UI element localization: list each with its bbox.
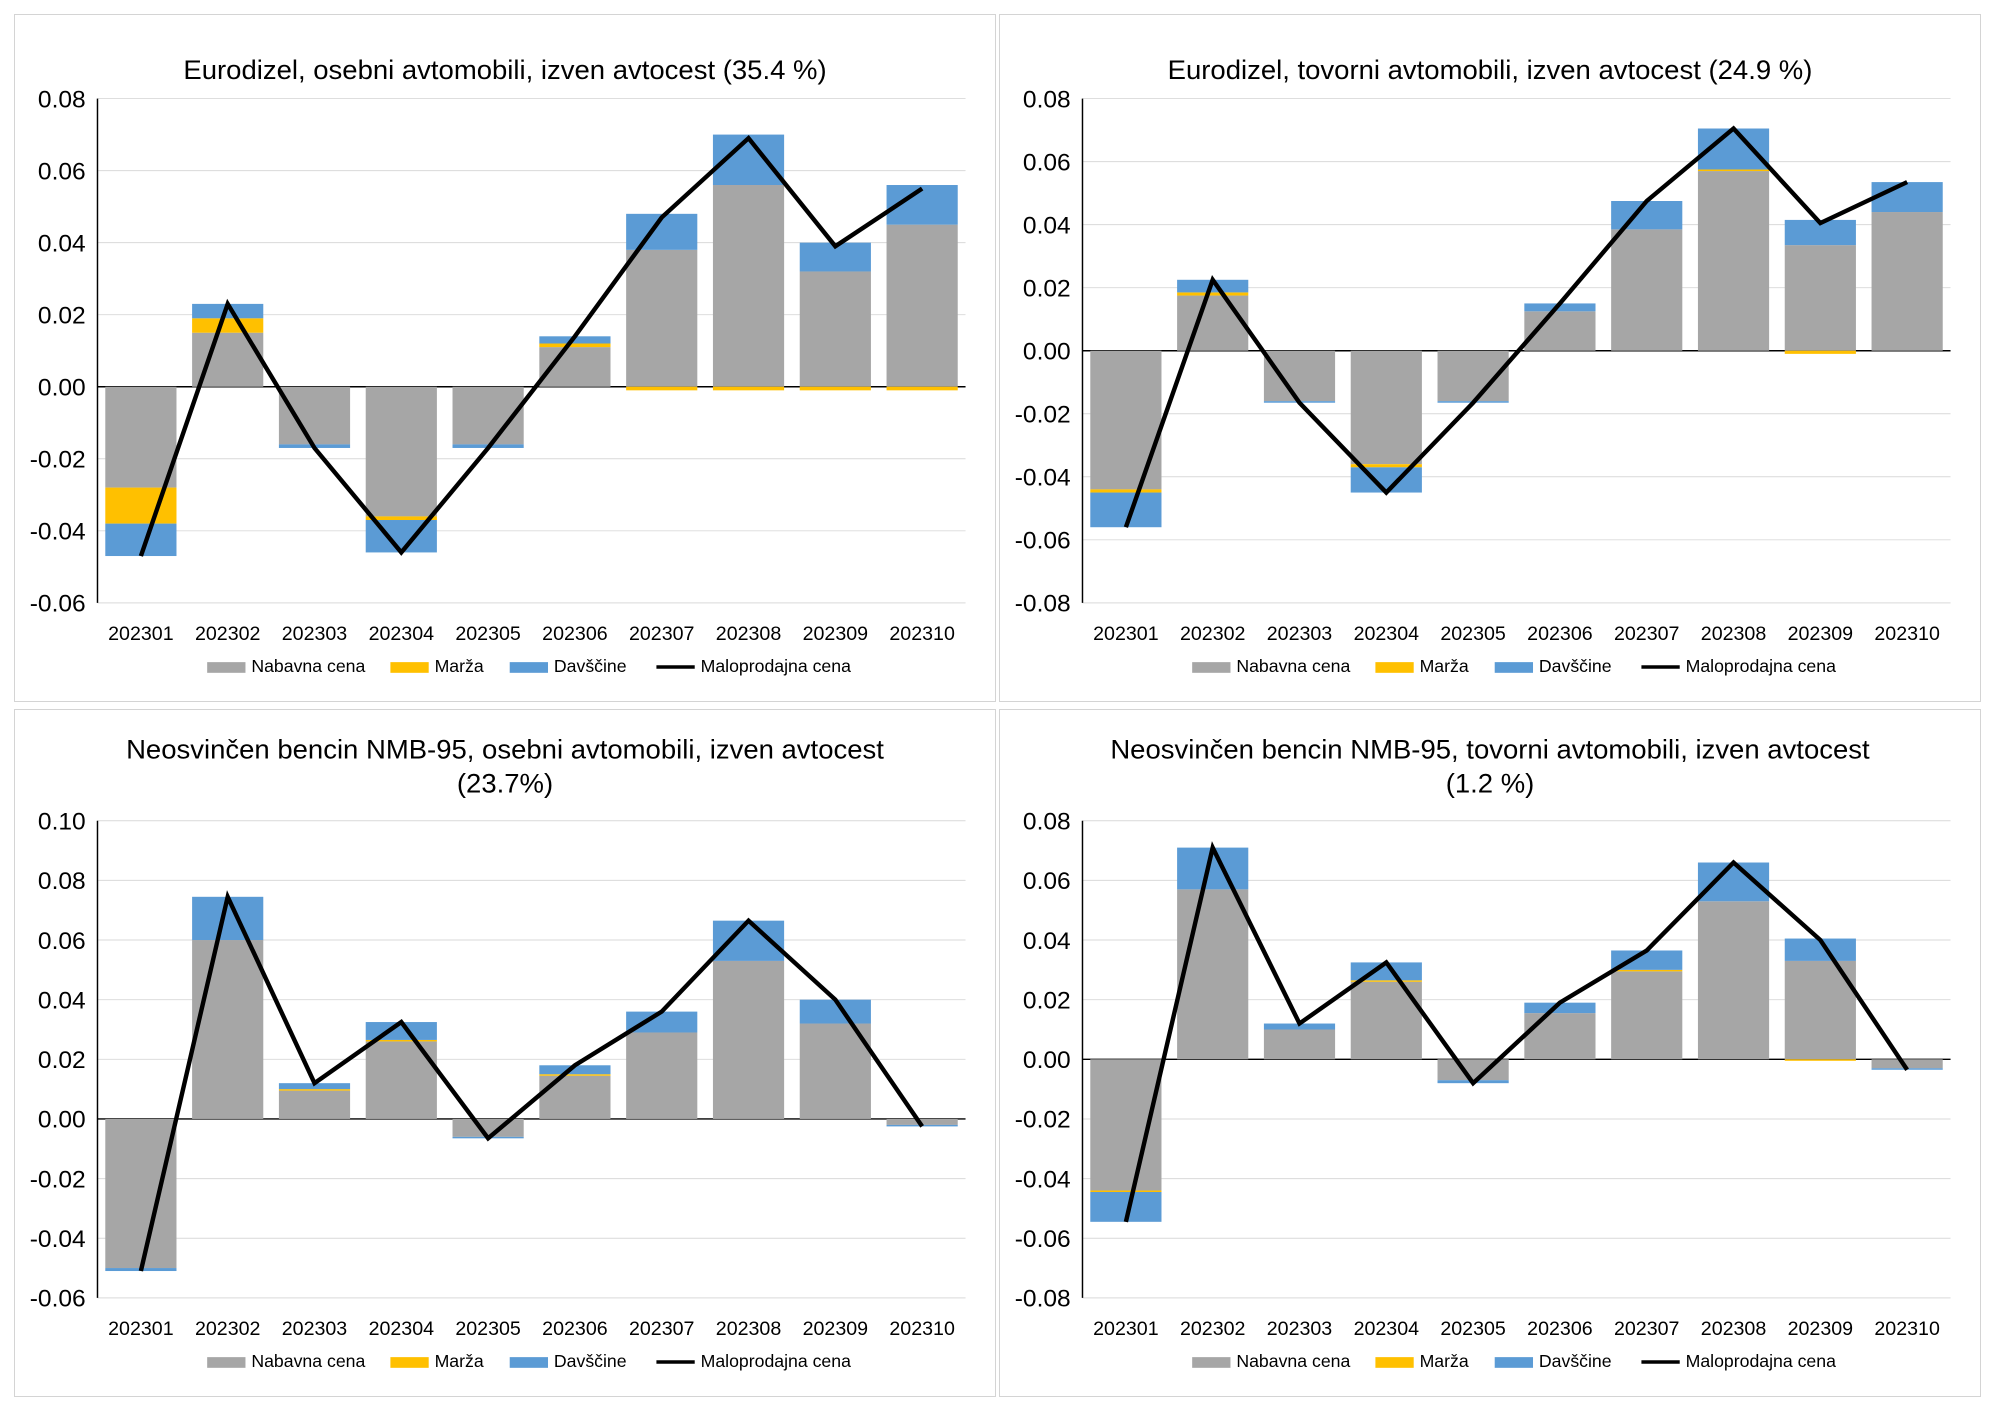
svg-text:202309: 202309 <box>803 1318 868 1340</box>
svg-text:202310: 202310 <box>889 623 955 645</box>
svg-text:0.06: 0.06 <box>38 928 86 955</box>
svg-text:202308: 202308 <box>716 1318 781 1340</box>
svg-text:Nabavna cena: Nabavna cena <box>251 1351 365 1371</box>
svg-text:-0.02: -0.02 <box>30 1166 86 1193</box>
svg-text:0.04: 0.04 <box>1023 212 1071 239</box>
svg-text:202306: 202306 <box>542 1318 607 1340</box>
svg-text:0.00: 0.00 <box>38 1107 86 1134</box>
svg-text:202302: 202302 <box>195 1318 260 1340</box>
svg-text:202303: 202303 <box>282 1318 347 1340</box>
svg-text:0.02: 0.02 <box>38 1047 86 1074</box>
svg-text:202310: 202310 <box>1874 1318 1940 1340</box>
svg-text:Maloprodajna cena: Maloprodajna cena <box>701 1351 852 1371</box>
svg-text:202308: 202308 <box>716 623 781 645</box>
svg-text:0.04: 0.04 <box>1023 928 1071 955</box>
svg-text:Davščine: Davščine <box>1539 1351 1612 1371</box>
svg-text:202308: 202308 <box>1701 623 1766 645</box>
svg-text:-0.04: -0.04 <box>30 519 86 546</box>
svg-text:0.00: 0.00 <box>1023 339 1071 366</box>
svg-text:202302: 202302 <box>195 623 260 645</box>
svg-text:Nabavna cena: Nabavna cena <box>1236 1351 1350 1371</box>
svg-text:Maloprodajna cena: Maloprodajna cena <box>1686 656 1837 676</box>
svg-text:202303: 202303 <box>1267 1318 1332 1340</box>
svg-text:-0.08: -0.08 <box>1015 1286 1071 1313</box>
svg-text:0.06: 0.06 <box>1023 149 1071 176</box>
svg-text:-0.06: -0.06 <box>1015 528 1071 555</box>
svg-text:Davščine: Davščine <box>554 1351 627 1371</box>
svg-text:0.06: 0.06 <box>1023 868 1071 895</box>
svg-text:Maloprodajna cena: Maloprodajna cena <box>701 656 852 676</box>
svg-text:0.08: 0.08 <box>1023 86 1071 113</box>
svg-text:202304: 202304 <box>369 1318 435 1340</box>
svg-text:-0.04: -0.04 <box>1015 465 1071 492</box>
svg-text:-0.02: -0.02 <box>1015 1107 1071 1134</box>
svg-text:202305: 202305 <box>1440 1318 1506 1340</box>
svg-text:202308: 202308 <box>1701 1318 1766 1340</box>
svg-text:202309: 202309 <box>1788 623 1853 645</box>
svg-text:202304: 202304 <box>1354 623 1420 645</box>
svg-text:Davščine: Davščine <box>1539 656 1612 676</box>
svg-text:0.08: 0.08 <box>38 86 86 113</box>
svg-text:-0.04: -0.04 <box>1015 1166 1071 1193</box>
svg-text:-0.08: -0.08 <box>1015 591 1071 618</box>
svg-text:202301: 202301 <box>108 623 173 645</box>
svg-text:202301: 202301 <box>1093 623 1158 645</box>
svg-text:202306: 202306 <box>1527 1318 1592 1340</box>
svg-text:Davščine: Davščine <box>554 656 627 676</box>
svg-text:202302: 202302 <box>1180 1318 1245 1340</box>
svg-text:0.04: 0.04 <box>38 231 86 258</box>
svg-text:Nabavna cena: Nabavna cena <box>251 656 365 676</box>
svg-text:Eurodizel, osebni avtomobili,: Eurodizel, osebni avtomobili, izven avto… <box>183 54 826 85</box>
svg-text:0.00: 0.00 <box>1023 1047 1071 1074</box>
svg-text:0.10: 0.10 <box>38 809 86 836</box>
svg-text:202303: 202303 <box>282 623 347 645</box>
svg-text:202303: 202303 <box>1267 623 1332 645</box>
svg-text:-0.04: -0.04 <box>30 1226 86 1253</box>
svg-text:Marža: Marža <box>435 656 484 676</box>
svg-text:202310: 202310 <box>889 1318 955 1340</box>
svg-text:202310: 202310 <box>1874 623 1940 645</box>
svg-text:-0.06: -0.06 <box>30 591 86 618</box>
svg-text:202307: 202307 <box>629 1318 694 1340</box>
svg-text:Neosvinčen bencin NMB-95, tovo: Neosvinčen bencin NMB-95, tovorni avtomo… <box>1110 734 1870 799</box>
svg-text:0.08: 0.08 <box>1023 809 1071 836</box>
svg-text:0.00: 0.00 <box>38 375 86 402</box>
svg-text:-0.02: -0.02 <box>30 447 86 474</box>
svg-text:0.02: 0.02 <box>1023 276 1071 303</box>
svg-text:202302: 202302 <box>1180 623 1245 645</box>
svg-text:-0.06: -0.06 <box>30 1286 86 1313</box>
svg-text:0.06: 0.06 <box>38 158 86 185</box>
svg-text:Neosvinčen bencin NMB-95, oseb: Neosvinčen bencin NMB-95, osebni avtomob… <box>126 734 884 799</box>
svg-text:202309: 202309 <box>803 623 868 645</box>
svg-text:202306: 202306 <box>1527 623 1592 645</box>
svg-text:202301: 202301 <box>1093 1318 1158 1340</box>
svg-text:0.08: 0.08 <box>38 868 86 895</box>
svg-text:-0.06: -0.06 <box>1015 1226 1071 1253</box>
svg-text:202305: 202305 <box>455 623 521 645</box>
svg-text:202304: 202304 <box>369 623 435 645</box>
svg-text:202301: 202301 <box>108 1318 173 1340</box>
svg-text:-0.02: -0.02 <box>1015 402 1071 429</box>
svg-text:Eurodizel, tovorni avtomobili,: Eurodizel, tovorni avtomobili, izven avt… <box>1168 54 1813 85</box>
svg-text:202305: 202305 <box>1440 623 1506 645</box>
svg-text:0.02: 0.02 <box>1023 988 1071 1015</box>
svg-text:202307: 202307 <box>629 623 694 645</box>
svg-text:Nabavna cena: Nabavna cena <box>1236 656 1350 676</box>
svg-text:Marža: Marža <box>1420 656 1469 676</box>
svg-text:202304: 202304 <box>1354 1318 1420 1340</box>
svg-text:Maloprodajna cena: Maloprodajna cena <box>1686 1351 1837 1371</box>
svg-text:202305: 202305 <box>455 1318 521 1340</box>
svg-text:0.04: 0.04 <box>38 988 86 1015</box>
svg-text:202306: 202306 <box>542 623 607 645</box>
svg-text:Marža: Marža <box>435 1351 484 1371</box>
svg-text:202307: 202307 <box>1614 1318 1679 1340</box>
svg-text:202307: 202307 <box>1614 623 1679 645</box>
svg-text:0.02: 0.02 <box>38 303 86 330</box>
svg-text:Marža: Marža <box>1420 1351 1469 1371</box>
svg-text:202309: 202309 <box>1788 1318 1853 1340</box>
